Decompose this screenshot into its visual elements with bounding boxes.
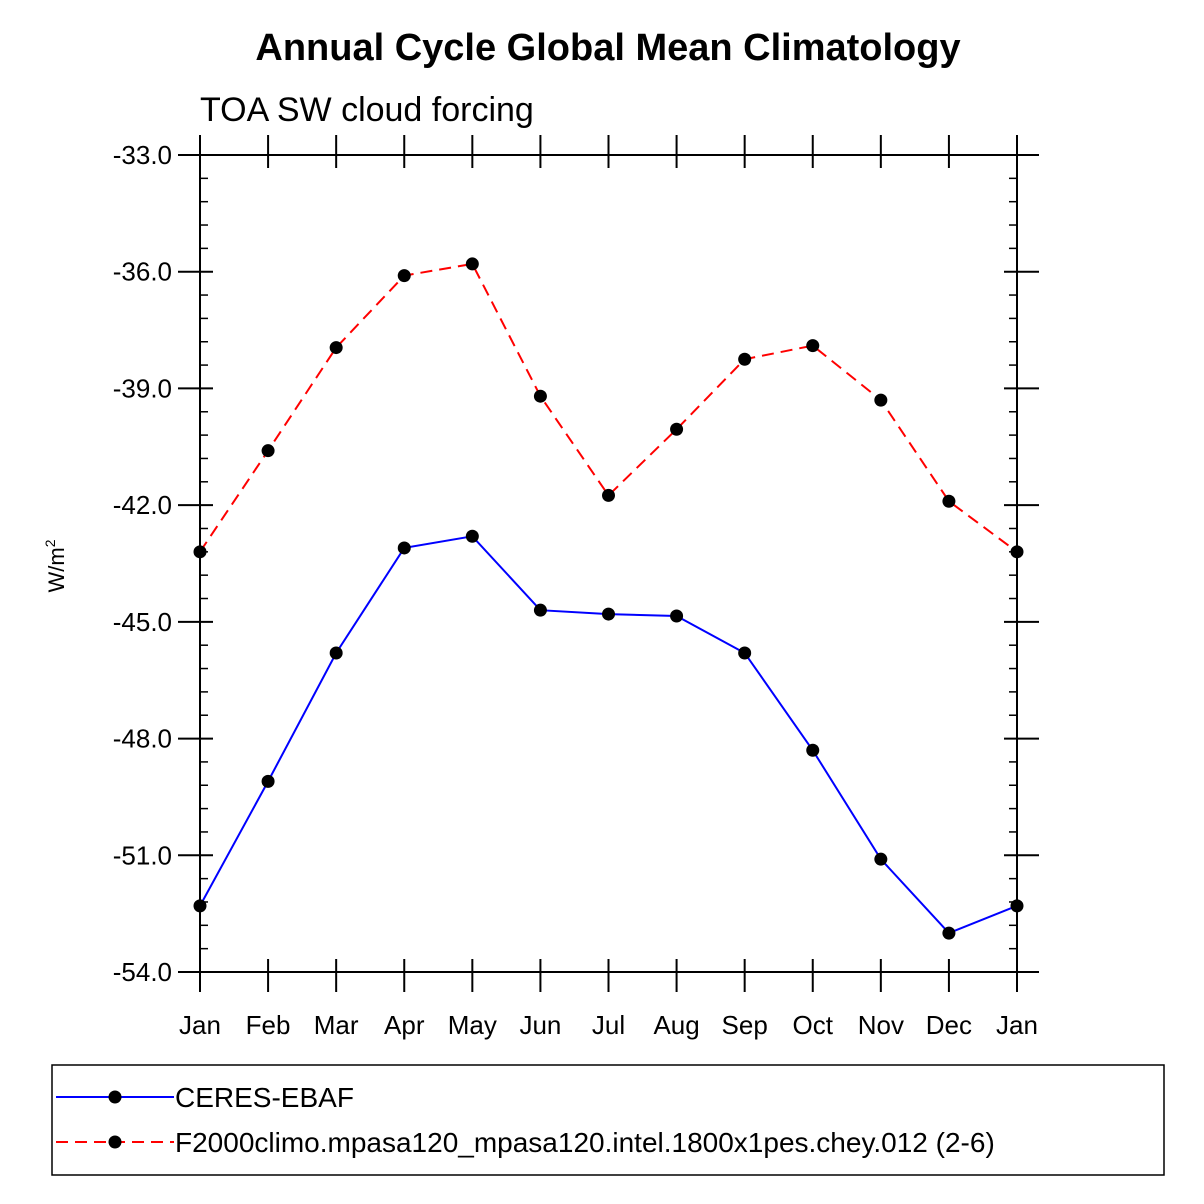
data-point bbox=[261, 444, 275, 458]
data-point bbox=[874, 393, 888, 407]
data-point bbox=[806, 743, 820, 757]
y-tick-label: -54.0 bbox=[113, 957, 172, 987]
y-tick-label: -39.0 bbox=[113, 373, 172, 403]
data-point bbox=[329, 341, 343, 355]
x-tick-label: Jan bbox=[996, 1010, 1038, 1040]
x-tick-label: Oct bbox=[793, 1010, 834, 1040]
y-tick-label: -42.0 bbox=[113, 490, 172, 520]
data-point bbox=[942, 494, 956, 508]
y-axis-label-superscript: 2 bbox=[42, 539, 58, 547]
data-point bbox=[261, 774, 275, 788]
y-axis-label: W/m2 bbox=[42, 539, 69, 592]
data-point bbox=[738, 646, 752, 660]
y-tick-labels: -33.0 -36.0 -39.0 -42.0 -45.0 -48.0 -51.0 -54.0 bbox=[113, 140, 172, 987]
legend-label: CERES-EBAF bbox=[175, 1082, 354, 1113]
series-f2000climo bbox=[193, 257, 1024, 559]
x-tick-label: Jul bbox=[592, 1010, 625, 1040]
y-tick-label: -45.0 bbox=[113, 607, 172, 637]
data-point bbox=[738, 352, 752, 366]
legend: CERES-EBAF F2000climo.mpasa120_mpasa120.i… bbox=[51, 1064, 1165, 1176]
data-point bbox=[465, 257, 479, 271]
chart-title: Annual Cycle Global Mean Climatology bbox=[255, 27, 960, 69]
data-point bbox=[533, 603, 547, 617]
series-layer bbox=[193, 257, 1024, 940]
data-point bbox=[465, 529, 479, 543]
x-tick-label: Apr bbox=[384, 1010, 425, 1040]
data-point bbox=[329, 646, 343, 660]
y-tick-label: -33.0 bbox=[113, 140, 172, 170]
x-tick-label: Dec bbox=[926, 1010, 972, 1040]
series-line bbox=[199, 535, 1018, 935]
x-tick-label: Aug bbox=[653, 1010, 699, 1040]
series-line bbox=[199, 262, 1018, 553]
data-point bbox=[670, 422, 684, 436]
legend-label: F2000climo.mpasa120_mpasa120.intel.1800x… bbox=[175, 1127, 995, 1158]
y-tick-label: -48.0 bbox=[113, 724, 172, 754]
series-ceres-ebaf bbox=[193, 529, 1024, 940]
plot-frame bbox=[199, 154, 1018, 973]
x-tick-label: Nov bbox=[858, 1010, 904, 1040]
legend-marker bbox=[108, 1090, 122, 1104]
legend-marker bbox=[108, 1135, 122, 1149]
y-axis-label-text: W/m bbox=[44, 547, 69, 592]
x-tick-label: Feb bbox=[246, 1010, 291, 1040]
data-point bbox=[602, 488, 615, 502]
data-point bbox=[942, 926, 956, 940]
axis-ticks bbox=[178, 135, 1039, 992]
data-point bbox=[397, 541, 411, 555]
y-tick-label: -36.0 bbox=[113, 257, 172, 287]
data-point bbox=[602, 607, 615, 621]
chart-subtitle: TOA SW cloud forcing bbox=[200, 91, 534, 129]
data-point bbox=[397, 269, 411, 283]
x-tick-labels: Jan Feb Mar Apr May Jun Jul Aug Sep Oct Nov Dec Jan bbox=[179, 1010, 1038, 1040]
y-tick-label: -51.0 bbox=[113, 840, 172, 870]
x-tick-label: Mar bbox=[314, 1010, 359, 1040]
data-point bbox=[874, 852, 888, 866]
x-tick-label: Sep bbox=[722, 1010, 768, 1040]
legend-box bbox=[51, 1064, 1165, 1176]
x-tick-label: May bbox=[448, 1010, 497, 1040]
data-point bbox=[670, 609, 684, 623]
data-point bbox=[533, 389, 547, 403]
svg-text:W/m2: W/m2 bbox=[42, 539, 69, 592]
x-tick-label: Jun bbox=[519, 1010, 561, 1040]
x-tick-label: Jan bbox=[179, 1010, 221, 1040]
data-point bbox=[806, 339, 820, 353]
